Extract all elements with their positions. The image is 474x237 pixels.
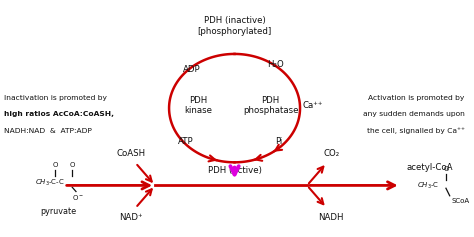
Text: Inactivation is promoted by: Inactivation is promoted by <box>4 95 108 101</box>
Text: the cell, signalled by Ca⁺⁺: the cell, signalled by Ca⁺⁺ <box>367 127 465 134</box>
Text: ATP: ATP <box>178 137 194 146</box>
Text: PDH
phosphatase: PDH phosphatase <box>243 96 298 115</box>
Text: high ratios AcCoA:CoASH,: high ratios AcCoA:CoASH, <box>4 111 114 117</box>
Text: acetyl-CoA: acetyl-CoA <box>406 163 453 172</box>
Text: any sudden demands upon: any sudden demands upon <box>363 111 465 117</box>
Text: NADH:NAD  &  ATP:ADP: NADH:NAD & ATP:ADP <box>4 128 92 134</box>
Text: PDH (active): PDH (active) <box>208 166 262 175</box>
Text: ADP: ADP <box>183 65 201 74</box>
Text: Pi: Pi <box>275 137 283 146</box>
Text: Ca⁺⁺: Ca⁺⁺ <box>302 101 323 110</box>
Text: O: O <box>443 166 449 172</box>
Text: PDH (inactive)
[phosphorylated]: PDH (inactive) [phosphorylated] <box>198 16 272 36</box>
Text: H₂O: H₂O <box>267 60 284 69</box>
Text: SCoA: SCoA <box>452 198 470 205</box>
Text: CoASH: CoASH <box>116 149 145 158</box>
Text: pyruvate: pyruvate <box>40 207 76 216</box>
Text: O$^-$: O$^-$ <box>72 193 84 202</box>
Text: $CH_3$-C-C: $CH_3$-C-C <box>35 178 65 188</box>
Text: O: O <box>70 162 75 168</box>
Text: PDH
kinase: PDH kinase <box>184 96 212 115</box>
Text: NADH: NADH <box>319 213 344 222</box>
Text: Activation is promoted by: Activation is promoted by <box>368 95 465 101</box>
Text: NAD⁺: NAD⁺ <box>119 213 143 222</box>
Text: CO₂: CO₂ <box>323 149 339 158</box>
Text: O: O <box>53 162 58 168</box>
Text: $CH_3$-C: $CH_3$-C <box>417 181 439 191</box>
